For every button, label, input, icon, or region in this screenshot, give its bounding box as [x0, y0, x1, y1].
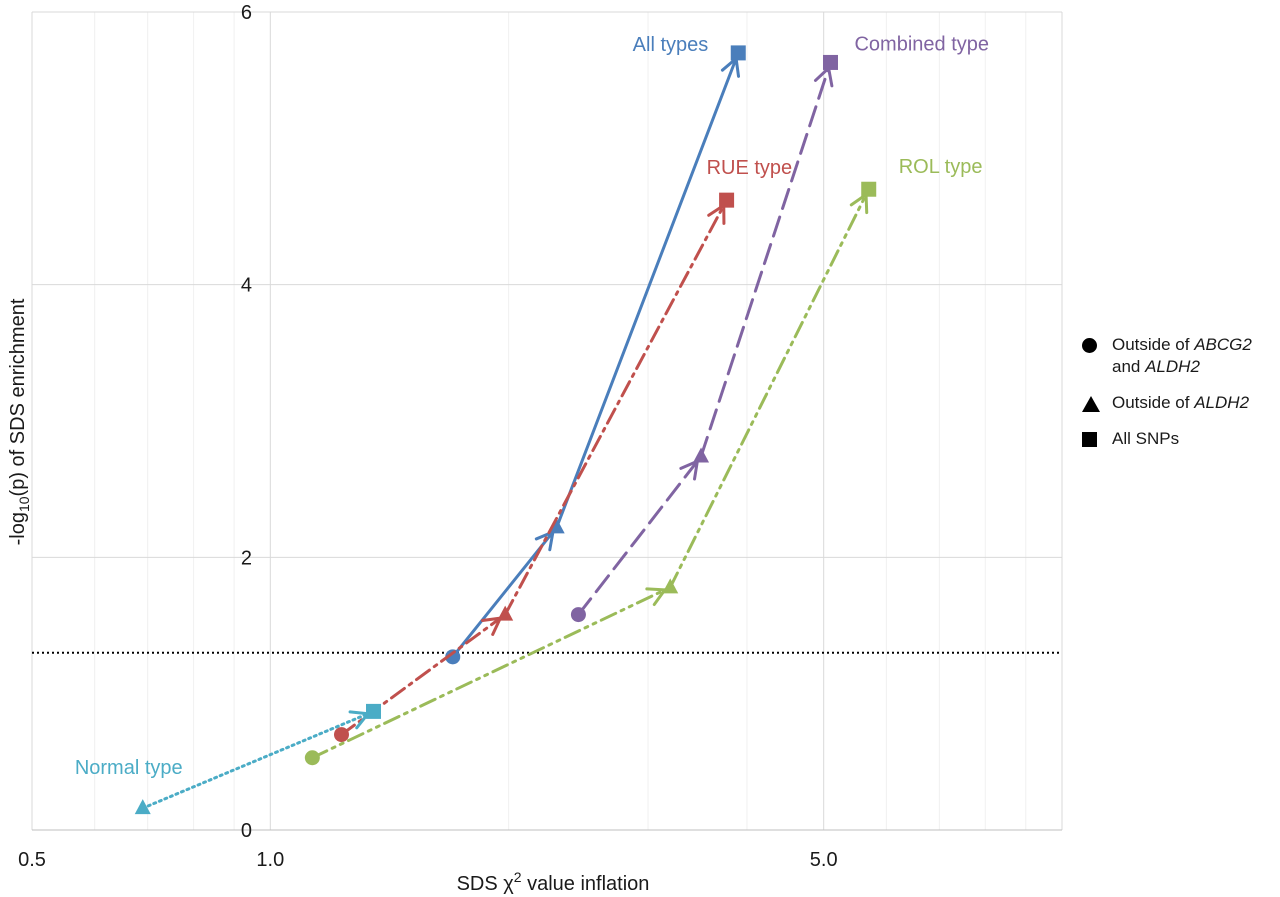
grid [31, 11, 1063, 831]
triangle-marker-icon [1082, 396, 1100, 412]
data-point-square [822, 54, 838, 70]
data-point-circle [445, 649, 461, 665]
legend-item-triangle: Outside of ALDH2 [1080, 392, 1280, 414]
data-point-triangle [662, 578, 679, 594]
y-tick-label: 2 [241, 547, 252, 569]
data-point-circle [304, 750, 320, 766]
series-segment [555, 51, 740, 529]
y-axis-label: -log10(p) of SDS enrichment [7, 298, 32, 545]
data-point-triangle [548, 518, 565, 534]
y-tick-label: 6 [241, 2, 252, 24]
series-segment [699, 60, 832, 458]
series-combined-type: Combined type [570, 33, 989, 623]
series-label: All types [633, 34, 709, 56]
series-rol-type: ROL type [304, 156, 983, 766]
x-tick-label: 1.0 [256, 849, 284, 871]
legend-square-label: All SNPs [1112, 429, 1180, 448]
x-axis-label: SDS χ2 value inflation [457, 869, 650, 895]
series-segment [668, 187, 871, 589]
data-point-triangle [134, 799, 151, 815]
data-point-square [719, 192, 735, 208]
legend-circle-gene-1: ABCG2 [1194, 335, 1252, 354]
legend-triangle-gene: ALDH2 [1194, 393, 1250, 412]
series-label: ROL type [899, 156, 983, 178]
series-segment [310, 585, 672, 760]
tick-labels: 0.5 1.0 5.0 0 2 4 6 [18, 2, 837, 871]
series-label: Combined type [854, 33, 989, 55]
series-segment [576, 454, 703, 617]
legend-item-square: All SNPs [1080, 428, 1280, 450]
data-point-square [861, 181, 877, 197]
data-point-square [730, 45, 746, 61]
legend-circle-gene-2: ALDH2 [1145, 357, 1200, 376]
series-all-types: All types [445, 34, 746, 665]
data-point-circle [570, 607, 586, 623]
series-label: RUE type [707, 157, 793, 179]
square-marker-icon [1082, 432, 1097, 447]
data-point-circle [333, 727, 349, 743]
legend-triangle-pre: Outside of [1112, 393, 1195, 412]
series-segment [141, 709, 376, 810]
legend-circle-and: and [1112, 357, 1146, 376]
y-tick-label: 4 [241, 275, 252, 297]
legend-circle-pre: Outside of [1112, 335, 1195, 354]
data-point-triangle [497, 605, 514, 621]
x-tick-label: 0.5 [18, 849, 46, 871]
series-rue-type: RUE type [333, 157, 793, 743]
y-tick-label: 0 [241, 820, 252, 842]
data-point-triangle [693, 447, 710, 463]
series-normal-type: Normal type [75, 703, 382, 815]
circle-marker-icon [1082, 338, 1097, 353]
series-segment [503, 198, 729, 617]
series-layer: All types RUE type Combined type ROL type No… [75, 33, 989, 815]
data-point-square [366, 703, 382, 719]
series-label: Normal type [75, 757, 183, 779]
legend-item-circle: Outside of ABCG2 and ALDH2 [1080, 334, 1280, 378]
x-tick-label: 5.0 [810, 849, 838, 871]
marker-legend: Outside of ABCG2 and ALDH2 Outside of AL… [1080, 334, 1280, 464]
